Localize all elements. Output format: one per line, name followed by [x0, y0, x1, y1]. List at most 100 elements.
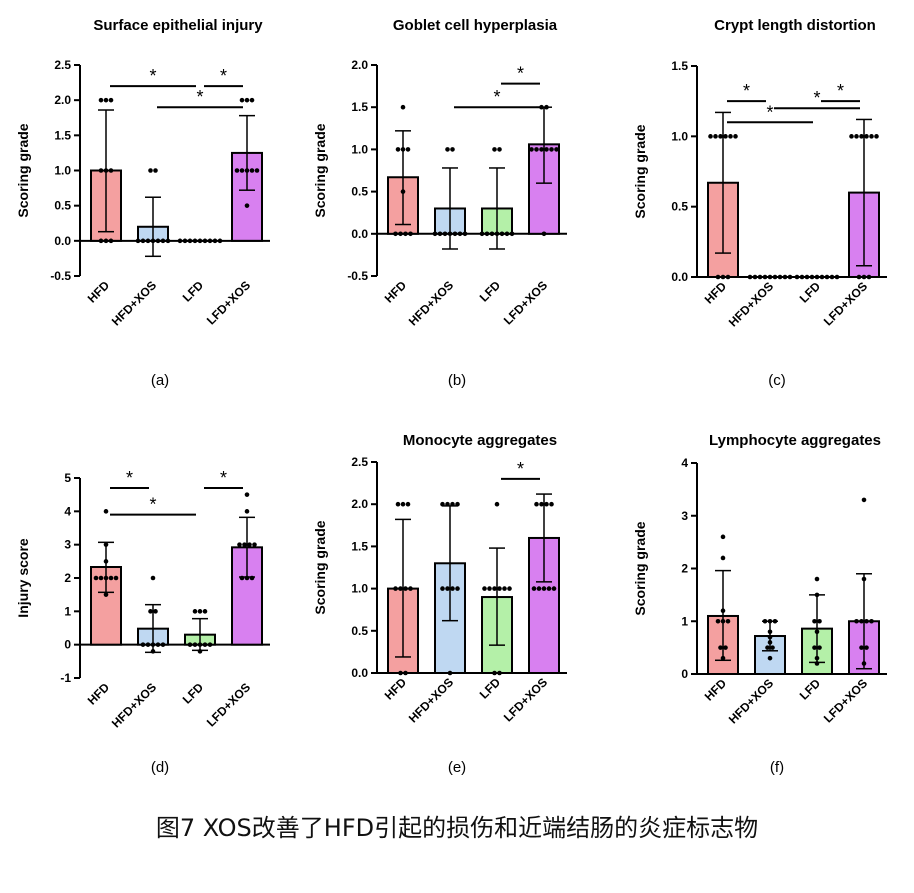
data-point — [244, 509, 250, 514]
data-point — [150, 575, 156, 581]
data-point — [829, 274, 835, 280]
data-point — [487, 586, 492, 591]
data-point — [549, 147, 554, 152]
data-point — [93, 575, 99, 581]
data-point — [455, 501, 460, 507]
data-point — [249, 168, 255, 173]
data-point — [861, 661, 867, 666]
data-point — [720, 555, 726, 561]
data-point — [400, 501, 406, 507]
data-point — [197, 238, 203, 244]
data-point — [108, 238, 114, 244]
data-point — [98, 238, 104, 244]
significance-star: * — [149, 495, 156, 515]
data-point — [720, 274, 726, 280]
data-point — [534, 501, 539, 507]
data-point — [400, 189, 406, 194]
data-point — [812, 645, 817, 650]
data-point — [400, 104, 406, 110]
data-point — [534, 147, 539, 152]
panel-letter: (b) — [448, 372, 466, 389]
y-tick-label: 1.0 — [671, 129, 688, 143]
data-point — [554, 147, 559, 152]
data-point — [794, 274, 800, 280]
data-point — [549, 501, 554, 507]
data-point — [244, 575, 250, 581]
significance-star: * — [196, 87, 203, 107]
data-point — [445, 586, 450, 591]
data-point — [103, 542, 109, 547]
x-tick-label: HFD — [702, 676, 730, 704]
data-point — [135, 238, 141, 244]
significance-star: * — [220, 66, 227, 86]
data-point — [484, 231, 490, 237]
data-point — [723, 134, 728, 139]
y-tick-label: 0.0 — [351, 227, 368, 241]
data-point — [479, 231, 485, 237]
y-tick-label: 1.0 — [351, 582, 368, 596]
data-point — [859, 134, 864, 139]
data-point — [445, 147, 450, 152]
data-point — [864, 134, 869, 139]
y-tick-label: 1.0 — [351, 142, 368, 156]
data-point — [155, 642, 161, 647]
data-point — [787, 274, 793, 280]
data-point — [155, 238, 161, 244]
data-point — [509, 231, 515, 237]
data-point — [861, 274, 867, 280]
y-tick-label: 0 — [681, 667, 688, 681]
data-point — [108, 97, 114, 103]
data-point — [708, 134, 713, 139]
data-point — [531, 586, 537, 591]
y-tick-label: -1 — [60, 671, 71, 685]
data-point — [447, 670, 453, 676]
data-point — [814, 274, 820, 280]
data-point — [720, 534, 726, 540]
data-point — [408, 586, 413, 591]
y-tick-label: -0.5 — [347, 269, 368, 283]
data-point — [450, 147, 455, 152]
y-tick-label: 1 — [681, 614, 688, 628]
y-tick-label: 2.0 — [351, 497, 368, 511]
data-point — [856, 274, 862, 280]
data-point — [244, 97, 250, 103]
data-point — [814, 655, 820, 661]
y-tick-label: 2 — [681, 562, 688, 576]
y-tick-label: 0.0 — [671, 270, 688, 284]
data-point — [450, 586, 455, 591]
data-point — [767, 655, 773, 661]
data-point — [715, 274, 721, 280]
data-point — [440, 586, 445, 591]
data-point — [504, 231, 510, 237]
significance-star: * — [837, 81, 844, 101]
data-point — [103, 238, 109, 244]
x-tick-label: HFD+XOS — [726, 676, 776, 726]
data-point — [239, 575, 245, 581]
data-point — [874, 134, 879, 139]
significance-star: * — [743, 81, 750, 101]
data-point — [492, 586, 497, 591]
data-point — [182, 238, 188, 244]
data-point — [809, 274, 815, 280]
data-point — [539, 147, 544, 152]
data-point — [869, 134, 874, 139]
chart-title: Lymphocyte aggregates — [709, 432, 881, 449]
data-point — [539, 104, 544, 110]
y-tick-label: 1.5 — [54, 128, 71, 142]
significance-star: * — [149, 66, 156, 86]
data-point — [239, 97, 245, 103]
data-point — [108, 575, 114, 581]
data-point — [400, 147, 406, 152]
data-point — [765, 645, 770, 650]
data-point — [869, 618, 874, 624]
data-point — [861, 497, 867, 503]
data-point — [103, 592, 109, 597]
data-point — [462, 231, 468, 237]
data-point — [98, 575, 104, 581]
data-point — [140, 642, 146, 647]
y-tick-label: 2.0 — [351, 58, 368, 72]
data-point — [497, 586, 502, 591]
data-point — [715, 618, 721, 624]
